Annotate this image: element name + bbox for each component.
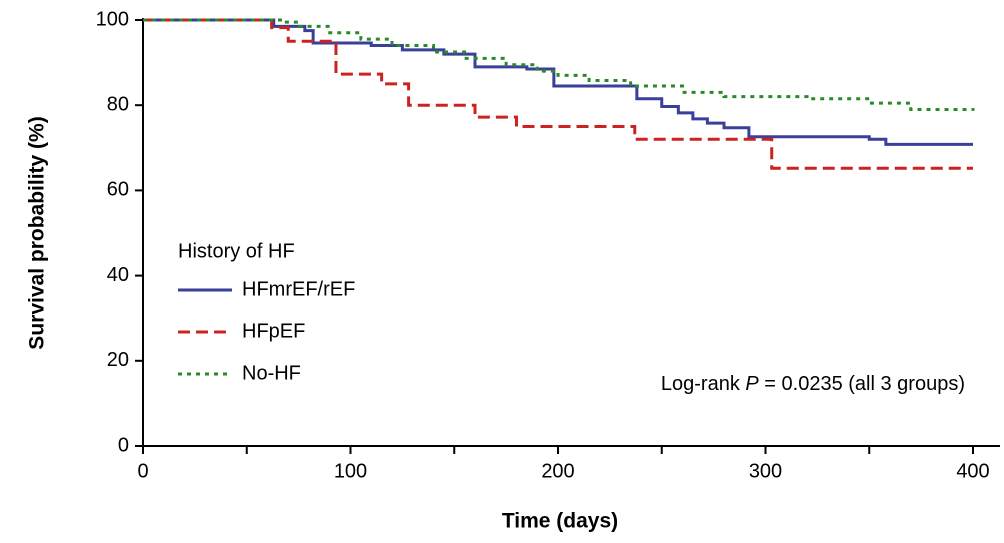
y-tick-label: 100	[96, 8, 129, 30]
x-tick-label: 300	[749, 460, 782, 482]
y-tick-label: 60	[107, 179, 129, 201]
legend-label: HFmrEF/rEF	[242, 278, 355, 300]
legend-label: No-HF	[242, 362, 301, 384]
annotation-italic: P	[745, 373, 759, 395]
x-tick-label: 400	[956, 460, 989, 482]
y-axis-title: Survival probability (%)	[26, 116, 49, 349]
survival-curve	[143, 18, 975, 111]
y-tick-label: 40	[107, 264, 129, 286]
x-tick-label: 0	[137, 460, 148, 482]
survival-curve	[143, 18, 973, 146]
annotation-text: = 0.0235 (all 3 groups)	[759, 373, 965, 395]
legend-label: HFpEF	[242, 320, 305, 342]
x-tick-label: 200	[541, 460, 574, 482]
y-tick-label: 0	[118, 434, 129, 456]
x-axis-title: Time (days)	[502, 510, 618, 533]
x-tick-label: 100	[334, 460, 367, 482]
annotation: Log-rank P = 0.0235 (all 3 groups)	[661, 373, 965, 395]
y-tick-label: 80	[107, 93, 129, 115]
y-tick-label: 20	[107, 349, 129, 371]
legend-title: History of HF	[178, 240, 295, 262]
annotation-text: Log-rank	[661, 373, 746, 395]
survival-curve	[143, 18, 973, 170]
